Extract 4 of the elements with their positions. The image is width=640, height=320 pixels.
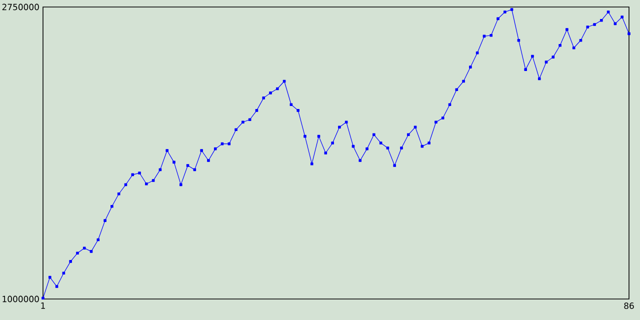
x-tick-label: 86 (624, 302, 634, 309)
y-tick-label: 1000000 (2, 296, 39, 302)
y-tick-label: 2750000 (2, 4, 39, 10)
x-tick-label: 1 (41, 302, 45, 309)
